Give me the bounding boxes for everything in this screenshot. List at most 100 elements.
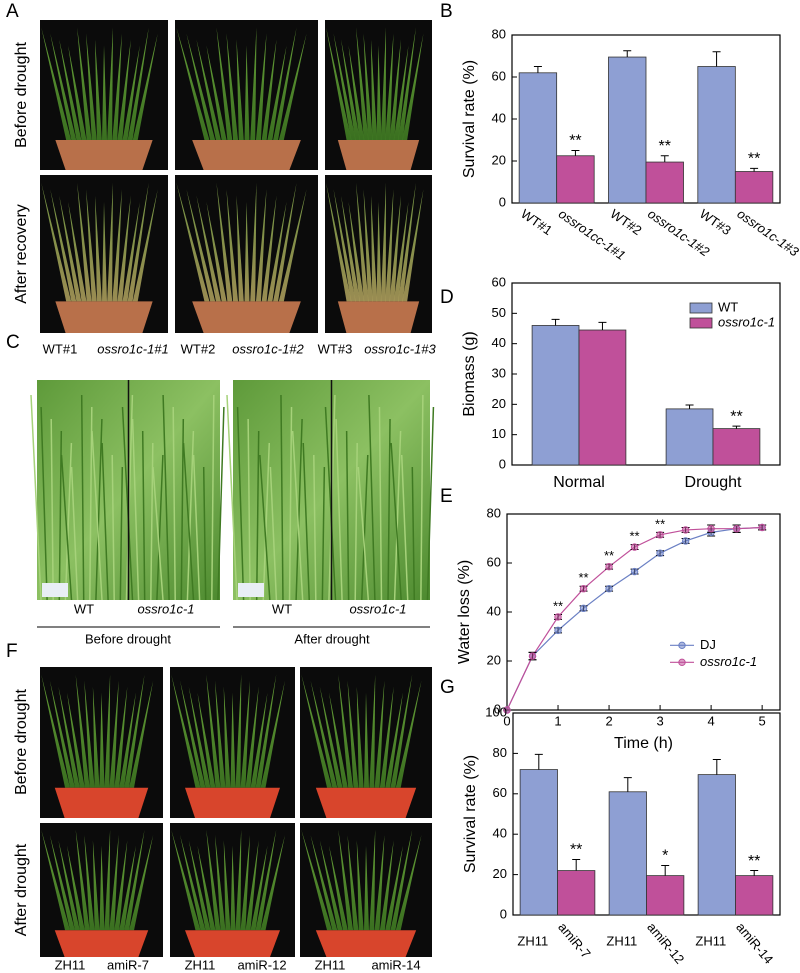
leaf [119, 845, 136, 931]
pot [54, 930, 149, 957]
y-axis-label: Biomass (g) [461, 331, 478, 416]
leaf-stroke [141, 430, 146, 601]
pot [337, 301, 420, 333]
pot [54, 787, 149, 818]
bar [735, 875, 774, 916]
leaf [385, 189, 394, 302]
leaf [226, 189, 239, 302]
marker [656, 531, 664, 539]
tag [238, 583, 264, 597]
leaf [347, 835, 359, 931]
error-bar [551, 318, 560, 326]
marker [554, 613, 562, 621]
column-label: ossro1c-1 [349, 601, 406, 616]
leaf [86, 33, 97, 140]
column-label: WT#2 [181, 341, 216, 356]
leaf [364, 845, 369, 931]
leaf [402, 189, 424, 302]
leaf [356, 182, 369, 302]
leaf-stroke [152, 466, 164, 601]
leaf [226, 33, 239, 140]
leaf [180, 835, 206, 931]
x-tick-label: amiR-14 [733, 919, 776, 966]
leaf [186, 33, 216, 140]
error-bar [660, 155, 669, 163]
pot [55, 301, 153, 333]
leaf-stroke [50, 418, 54, 601]
leaf [215, 835, 226, 931]
significance: ** [655, 516, 665, 531]
leaf [41, 829, 71, 931]
leaf [206, 674, 221, 788]
leaf-stroke [378, 406, 383, 601]
leaf-stroke [95, 418, 103, 601]
leaf [112, 189, 122, 302]
significance: ** [578, 570, 588, 585]
leaf-stroke [58, 430, 63, 601]
leaf [333, 33, 356, 140]
leaf [245, 686, 259, 788]
leaf-stroke [89, 406, 93, 601]
column-label: amiR-12 [237, 957, 286, 972]
leaf [59, 195, 82, 302]
significance: ** [748, 853, 760, 870]
leaf-stroke [255, 430, 260, 601]
leaf-stroke [302, 442, 310, 601]
leaf [104, 674, 111, 788]
leaf [127, 27, 149, 140]
leaf [236, 195, 244, 302]
leaf [376, 45, 382, 140]
leaf-stroke [162, 394, 170, 601]
leaf-stroke [291, 430, 304, 601]
leaf [260, 680, 285, 788]
leaf [250, 692, 268, 788]
leaf [230, 692, 236, 788]
leaf [186, 189, 216, 302]
x-tick-label: Drought [685, 474, 742, 491]
leaf [261, 195, 277, 302]
marker [579, 604, 588, 613]
leaf-stroke [390, 442, 402, 601]
pot [55, 140, 153, 170]
leaf-stroke [393, 430, 402, 601]
x-tick-label: WT#3 [697, 206, 734, 238]
leaf-stroke [101, 442, 109, 601]
leaf [58, 840, 80, 931]
leaf [244, 45, 250, 140]
legend-swatch [689, 302, 713, 314]
x-tick-label: 0 [503, 713, 510, 728]
line [506, 526, 763, 711]
leaf [397, 27, 416, 140]
panel-label: C [6, 332, 20, 353]
pot [185, 787, 280, 818]
group-label: Before drought [85, 631, 171, 646]
leaf [216, 182, 233, 302]
y-tick-label: 20 [492, 152, 506, 167]
y-tick-label: 40 [492, 335, 506, 350]
leaf-stroke [236, 406, 245, 601]
y-tick-label: 60 [493, 785, 507, 800]
leaf [379, 686, 394, 788]
leaf [301, 829, 333, 931]
panel-label: B [440, 1, 453, 22]
leaf [223, 686, 231, 788]
significance: ** [569, 133, 581, 150]
leaf [68, 201, 87, 302]
leaf [363, 33, 373, 140]
y-tick-label: 60 [487, 554, 501, 569]
column-label: ZH11 [315, 957, 346, 972]
marker [554, 626, 562, 635]
leaf [385, 692, 403, 788]
leaf [333, 189, 356, 302]
error-bar [712, 51, 721, 67]
leaf [171, 829, 201, 931]
leaf [49, 835, 75, 931]
row-label: Before drought [13, 42, 30, 148]
line [506, 526, 763, 711]
leaf [122, 201, 140, 302]
column-label: ossro1c-1#1 [97, 341, 169, 356]
leaf-stroke [192, 454, 201, 601]
leaf-stroke [121, 406, 134, 601]
leaf-stroke [345, 430, 350, 601]
leaf [58, 686, 80, 788]
